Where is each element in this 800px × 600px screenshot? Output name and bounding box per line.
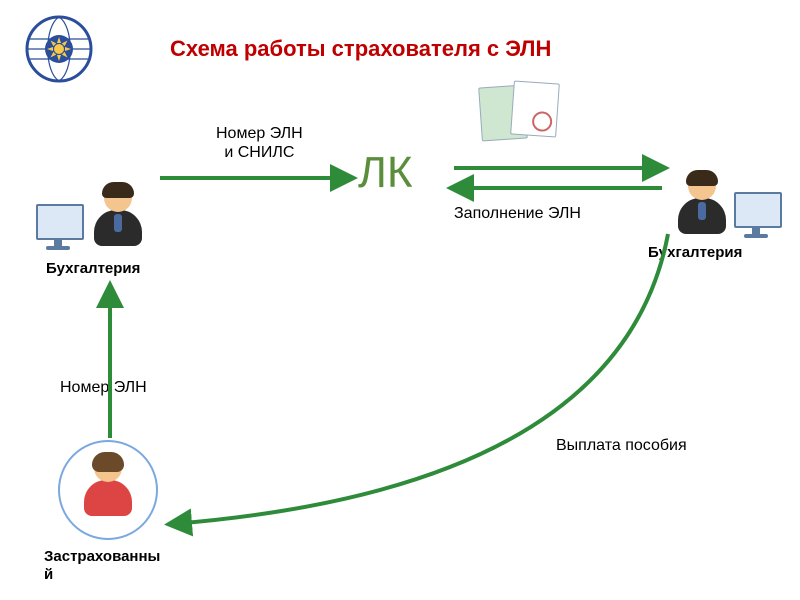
diagram-canvas: Схема работы страхователя с ЭЛН ЛК Бухга… [0,0,800,600]
fill-eln-label: Заполнение ЭЛН [454,204,581,223]
accountant-right-icon [672,170,732,240]
insured-icon [78,452,138,522]
accounting-right-label: Бухгалтерия [648,244,742,262]
accountant-left-icon [88,182,148,252]
eln-snils-label: Номер ЭЛН и СНИЛС [216,124,303,162]
lk-label: ЛК [358,148,413,198]
accounting-left-label: Бухгалтерия [46,260,140,278]
payout-label: Выплата пособия [556,436,687,455]
fss-logo [24,14,94,84]
monitor-icon [732,190,780,238]
eln-number-label: Номер ЭЛН [60,378,147,397]
documents-icon [478,82,568,142]
monitor-icon [34,202,82,250]
insured-label: Застрахованны й [44,548,160,584]
diagram-title: Схема работы страхователя с ЭЛН [170,36,551,62]
